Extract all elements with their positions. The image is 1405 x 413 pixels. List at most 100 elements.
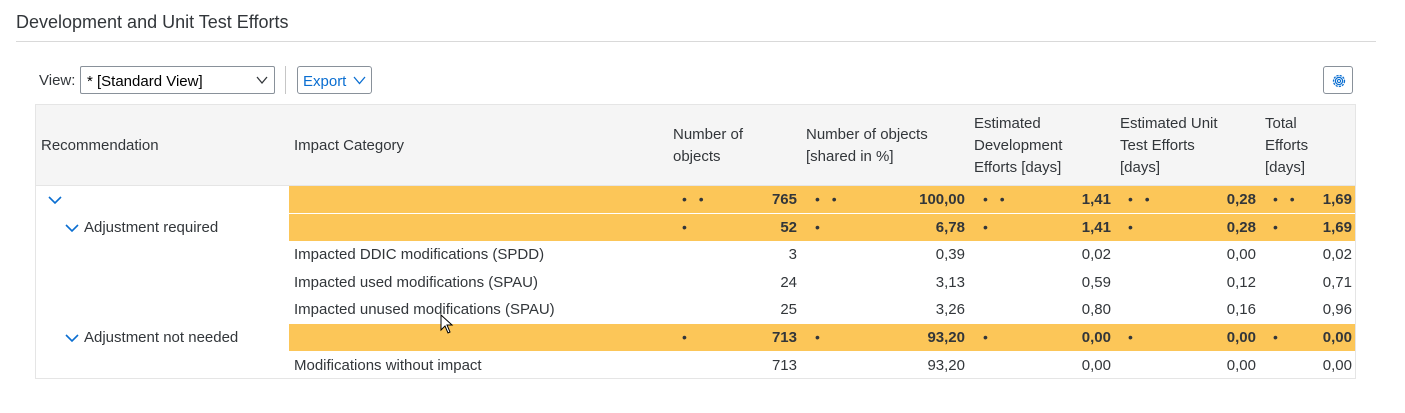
aggregate-highlight (289, 324, 1355, 351)
aggregation-indicator: • (815, 329, 824, 345)
header-line: [shared in %] (806, 148, 894, 165)
objects-cell: 713 (771, 356, 797, 374)
aggregation-indicator: • • (983, 191, 1009, 207)
aggregation-indicator: • (983, 218, 992, 235)
header-line: Total (1265, 115, 1297, 132)
header-col-impact-category[interactable]: Impact Category (294, 135, 404, 157)
aggregation-indicator: • (682, 218, 691, 235)
total-efforts-cell: 1,69 (1322, 191, 1352, 208)
impact-category-cell: Impacted unused modifications (SPAU) (294, 301, 555, 319)
header-line: Development (974, 137, 1063, 154)
total-efforts-cell: 1,69 (1322, 218, 1352, 236)
aggregation-indicator: • (1273, 329, 1282, 345)
aggregate-row[interactable]: Adjustment not needed • 713 • 93,20 • 0,00 • 0,0… (36, 324, 1355, 351)
header-col-shared-percent[interactable]: Number of objects [shared in %] (806, 124, 928, 168)
aggregation-indicator: • • (1273, 191, 1299, 207)
chevron-down-icon (353, 76, 366, 85)
objects-cell: 52 (780, 218, 797, 236)
view-select[interactable]: * [Standard View] (80, 66, 275, 94)
objects-cell: 765 (771, 191, 797, 208)
view-select-value: * [Standard View] (87, 73, 203, 90)
header-line: Efforts [days] (974, 159, 1062, 176)
header-col-dev-efforts[interactable]: Estimated Development Efforts [days] (974, 113, 1062, 179)
table-settings-button[interactable] (1323, 66, 1353, 94)
table-row[interactable]: Impacted unused modifications (SPAU) 25 3,… (36, 296, 1355, 323)
section-title: Development and Unit Test Efforts (16, 12, 289, 32)
table-row[interactable]: Impacted DDIC modifications (SPDD) 3 0,39 0… (36, 241, 1355, 268)
dev-efforts-cell: 0,00 (1081, 329, 1111, 346)
mouse-cursor-icon (440, 314, 454, 334)
chevron-down-icon[interactable] (48, 195, 62, 205)
total-efforts-cell: 0,71 (1322, 273, 1352, 291)
dev-efforts-cell: 0,02 (1081, 246, 1111, 264)
dev-efforts-cell: 1,41 (1081, 218, 1111, 236)
recommendation-cell: Adjustment required (84, 218, 219, 236)
table-row[interactable]: Modifications without impact 713 93,20 0,00… (36, 352, 1355, 379)
header-line: Efforts (1265, 137, 1309, 154)
header-col-recommendation[interactable]: Recommendation (41, 135, 159, 157)
total-efforts-cell: 0,02 (1322, 246, 1352, 264)
shared-cell: 100,00 (919, 191, 965, 208)
gear-icon (1332, 74, 1346, 88)
table-header: Recommendation Impact Category Number of ob… (36, 105, 1355, 186)
impact-category-cell: Impacted DDIC modifications (SPDD) (294, 246, 545, 264)
shared-cell: 0,39 (935, 246, 965, 264)
unit-test-efforts-cell: 0,12 (1226, 273, 1256, 291)
chevron-down-icon[interactable] (65, 223, 79, 233)
recommendation-cell: Adjustment not needed (84, 329, 239, 346)
impact-category-cell: Impacted used modifications (SPAU) (294, 273, 538, 291)
header-line: Test Efforts (1120, 137, 1195, 154)
section-divider (16, 41, 1376, 42)
aggregation-indicator: • • (1128, 191, 1154, 207)
header-line: objects (673, 148, 721, 165)
header-col-number-of-objects[interactable]: Number of objects (673, 124, 743, 168)
total-efforts-cell: 0,00 (1322, 329, 1352, 346)
shared-cell: 93,20 (927, 356, 965, 374)
unit-test-efforts-cell: 0,28 (1226, 191, 1256, 208)
aggregate-highlight (289, 186, 1355, 213)
toolbar-separator (285, 66, 286, 94)
aggregation-indicator: • (682, 329, 691, 345)
dev-efforts-cell: 0,80 (1081, 301, 1111, 319)
header-line: Estimated Unit (1120, 115, 1218, 132)
export-button[interactable]: Export (297, 66, 372, 94)
objects-cell: 24 (780, 273, 797, 291)
aggregation-indicator: • (1273, 218, 1282, 235)
header-col-unit-test-efforts[interactable]: Estimated Unit Test Efforts [days] (1120, 113, 1218, 179)
aggregate-row[interactable]: Adjustment required • 52 • 6,78 • 1,41 • 0,28 • 1,… (36, 213, 1355, 241)
total-efforts-cell: 0,00 (1322, 356, 1352, 374)
unit-test-efforts-cell: 0,16 (1226, 301, 1256, 319)
aggregation-indicator: • • (682, 191, 708, 207)
header-line: [days] (1120, 159, 1161, 176)
chevron-down-icon[interactable] (65, 333, 79, 343)
aggregation-indicator: • (1128, 218, 1137, 235)
aggregation-indicator: • (815, 218, 824, 235)
efforts-table: Recommendation Impact Category Number of ob… (35, 104, 1356, 379)
aggregate-highlight (289, 213, 1355, 241)
unit-test-efforts-cell: 0,00 (1226, 329, 1256, 346)
objects-cell: 25 (780, 301, 797, 319)
shared-cell: 3,26 (935, 301, 965, 319)
header-line: Estimated (974, 115, 1041, 132)
dev-efforts-cell: 0,59 (1081, 273, 1111, 291)
chevron-down-icon (256, 76, 268, 85)
shared-cell: 6,78 (935, 218, 965, 236)
aggregation-indicator: • (1128, 329, 1137, 345)
table-row[interactable]: Impacted used modifications (SPAU) 24 3,13… (36, 269, 1355, 296)
dev-efforts-cell: 0,00 (1081, 356, 1111, 374)
table-toolbar: View: * [Standard View] Export (36, 66, 1356, 96)
aggregate-row[interactable]: • • 765 • • 100,00 • • 1,41 • • 0,28 • • 1,69 (36, 186, 1355, 213)
shared-cell: 93,20 (927, 329, 965, 346)
header-line: Recommendation (41, 137, 159, 154)
aggregation-indicator: • • (815, 191, 841, 207)
dev-efforts-cell: 1,41 (1081, 191, 1111, 208)
header-line: Number of objects (806, 126, 928, 143)
impact-category-cell: Modifications without impact (294, 356, 482, 374)
unit-test-efforts-cell: 0,00 (1226, 246, 1256, 264)
header-line: [days] (1265, 159, 1306, 176)
unit-test-efforts-cell: 0,00 (1226, 356, 1256, 374)
aggregation-indicator: • (983, 329, 992, 345)
shared-cell: 3,13 (935, 273, 965, 291)
objects-cell: 3 (788, 246, 797, 264)
header-col-total-efforts[interactable]: Total Efforts [days] (1265, 113, 1308, 179)
